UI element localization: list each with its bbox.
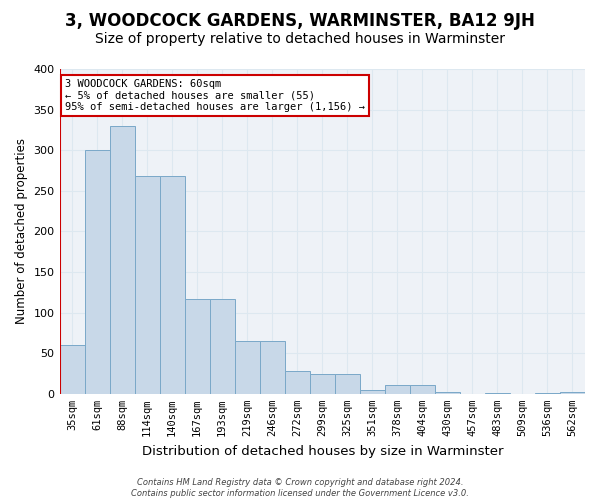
- Text: Contains HM Land Registry data © Crown copyright and database right 2024.
Contai: Contains HM Land Registry data © Crown c…: [131, 478, 469, 498]
- Bar: [560, 392, 585, 394]
- Bar: [260, 341, 285, 394]
- Bar: [160, 176, 185, 394]
- Bar: [134, 176, 160, 394]
- X-axis label: Distribution of detached houses by size in Warminster: Distribution of detached houses by size …: [142, 444, 503, 458]
- Bar: [185, 299, 209, 394]
- Bar: [435, 392, 460, 394]
- Bar: [485, 393, 510, 394]
- Bar: [360, 390, 385, 394]
- Text: 3 WOODCOCK GARDENS: 60sqm
← 5% of detached houses are smaller (55)
95% of semi-d: 3 WOODCOCK GARDENS: 60sqm ← 5% of detach…: [65, 78, 365, 112]
- Bar: [310, 374, 335, 394]
- Text: Size of property relative to detached houses in Warminster: Size of property relative to detached ho…: [95, 32, 505, 46]
- Bar: [385, 385, 410, 394]
- Bar: [335, 374, 360, 394]
- Bar: [535, 393, 560, 394]
- Text: 3, WOODCOCK GARDENS, WARMINSTER, BA12 9JH: 3, WOODCOCK GARDENS, WARMINSTER, BA12 9J…: [65, 12, 535, 30]
- Bar: [235, 341, 260, 394]
- Bar: [85, 150, 110, 394]
- Bar: [285, 371, 310, 394]
- Bar: [410, 385, 435, 394]
- Y-axis label: Number of detached properties: Number of detached properties: [15, 138, 28, 324]
- Bar: [110, 126, 134, 394]
- Bar: [59, 345, 85, 394]
- Bar: [209, 299, 235, 394]
